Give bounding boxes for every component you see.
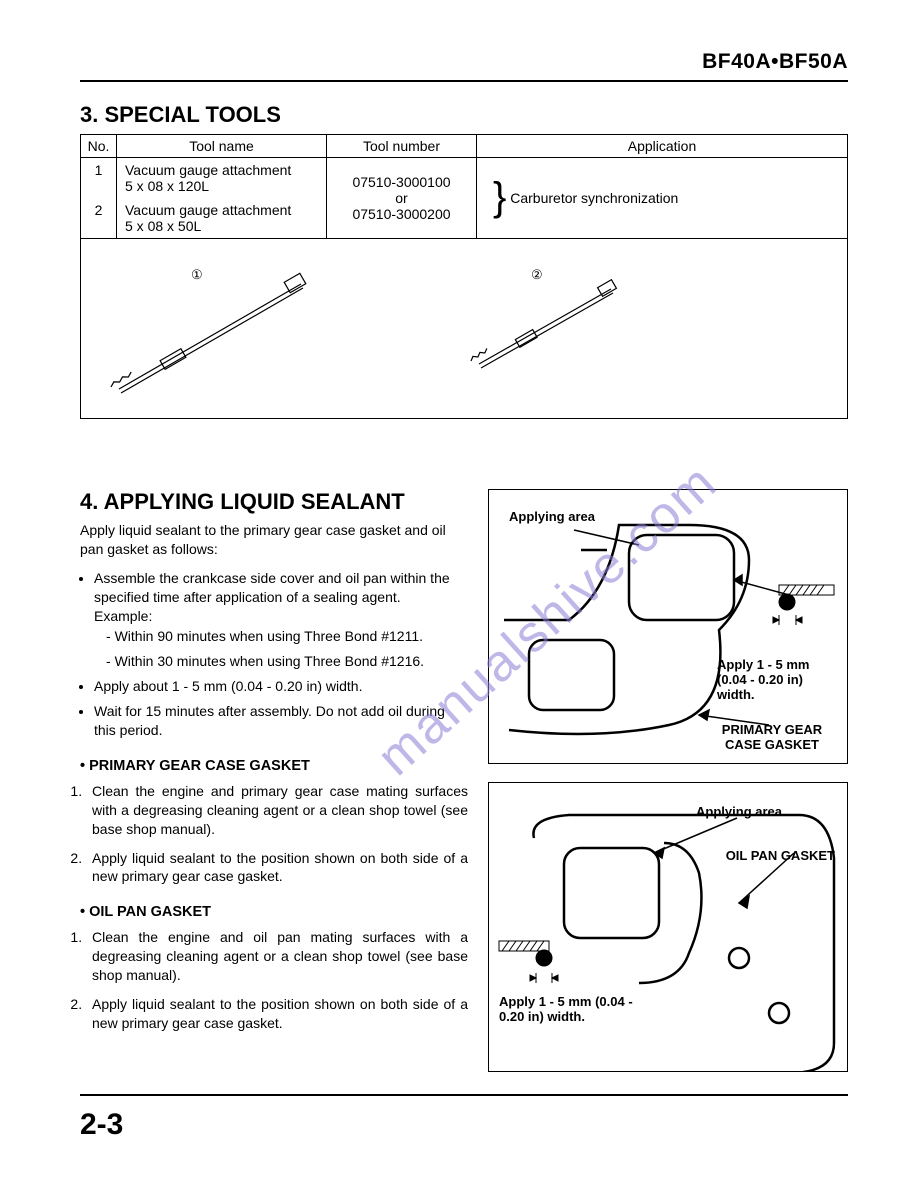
bullet-1-text: Assemble the crankcase side cover and oi… xyxy=(94,570,450,605)
sub2-n2: Apply liquid sealant to the position sho… xyxy=(86,995,468,1033)
fig2-label-applying: Applying area xyxy=(696,805,782,820)
td-toolnum: 07510-3000100 or 07510-3000200 xyxy=(327,158,477,239)
page-number: 2-3 xyxy=(80,1108,123,1142)
dash-1: Within 90 minutes when using Three Bond … xyxy=(106,627,468,646)
app-text: Carburetor synchronization xyxy=(510,190,678,206)
tools-table: No. Tool name Tool number Application 1 … xyxy=(80,134,848,239)
fig1-label-applying: Applying area xyxy=(509,510,595,525)
fig2-svg xyxy=(489,783,848,1072)
td-name-1: Vacuum gauge attachment 5 x 08 x 120L xyxy=(117,158,327,199)
section4-title: 4. APPLYING LIQUID SEALANT xyxy=(80,489,468,515)
section3-title: 3. SPECIAL TOOLS xyxy=(80,102,848,128)
section4-intro: Apply liquid sealant to the primary gear… xyxy=(80,521,468,559)
example-label: Example: xyxy=(94,607,468,626)
td-no-2: 2 xyxy=(81,198,117,239)
fig1-label-gasket: PRIMARY GEAR CASE GASKET xyxy=(707,723,837,753)
sub2-n1: Clean the engine and oil pan mating surf… xyxy=(86,928,468,985)
td-name-2: Vacuum gauge attachment 5 x 08 x 50L xyxy=(117,198,327,239)
sub2-heading: • OIL PAN GASKET xyxy=(80,904,468,920)
tool-drawing-1 xyxy=(101,259,331,409)
bullet-3: Wait for 15 minutes after assembly. Do n… xyxy=(94,702,468,740)
fig2-label-oilpan: OIL PAN GASKET xyxy=(726,849,835,864)
figure-1: Applying area Apply 1 - 5 mm (0.04 - 0.2… xyxy=(488,489,848,764)
th-number: Tool number xyxy=(327,135,477,158)
td-no-1: 1 xyxy=(81,158,117,199)
tool-drawing-2 xyxy=(461,269,641,389)
top-rule xyxy=(80,80,848,82)
dash-2: Within 30 minutes when using Three Bond … xyxy=(106,652,468,671)
figure-2: Applying area OIL PAN GASKET Apply 1 - 5… xyxy=(488,782,848,1072)
sub1-heading: • PRIMARY GEAR CASE GASKET xyxy=(80,758,468,774)
sub1-n2: Apply liquid sealant to the position sho… xyxy=(86,849,468,887)
th-app: Application xyxy=(477,135,848,158)
td-app: } Carburetor synchronization xyxy=(477,158,848,239)
bullet-1: Assemble the crankcase side cover and oi… xyxy=(94,569,468,671)
fig2-label-width: Apply 1 - 5 mm (0.04 - 0.20 in) width. xyxy=(499,995,649,1025)
tools-diagram-box: ① ② xyxy=(80,239,848,419)
bullet-2: Apply about 1 - 5 mm (0.04 - 0.20 in) wi… xyxy=(94,677,468,696)
fig1-label-width: Apply 1 - 5 mm (0.04 - 0.20 in) width. xyxy=(717,658,837,703)
th-no: No. xyxy=(81,135,117,158)
bottom-rule xyxy=(80,1094,848,1096)
sub1-n1: Clean the engine and primary gear case m… xyxy=(86,782,468,839)
header-model: BF40A•BF50A xyxy=(80,50,848,74)
th-name: Tool name xyxy=(117,135,327,158)
